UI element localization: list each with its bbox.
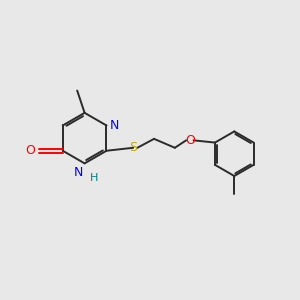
Text: N: N	[74, 166, 83, 179]
Text: N: N	[110, 119, 119, 132]
Text: O: O	[185, 134, 195, 147]
Text: O: O	[26, 144, 35, 157]
Text: H: H	[90, 173, 98, 183]
Text: S: S	[129, 141, 137, 154]
